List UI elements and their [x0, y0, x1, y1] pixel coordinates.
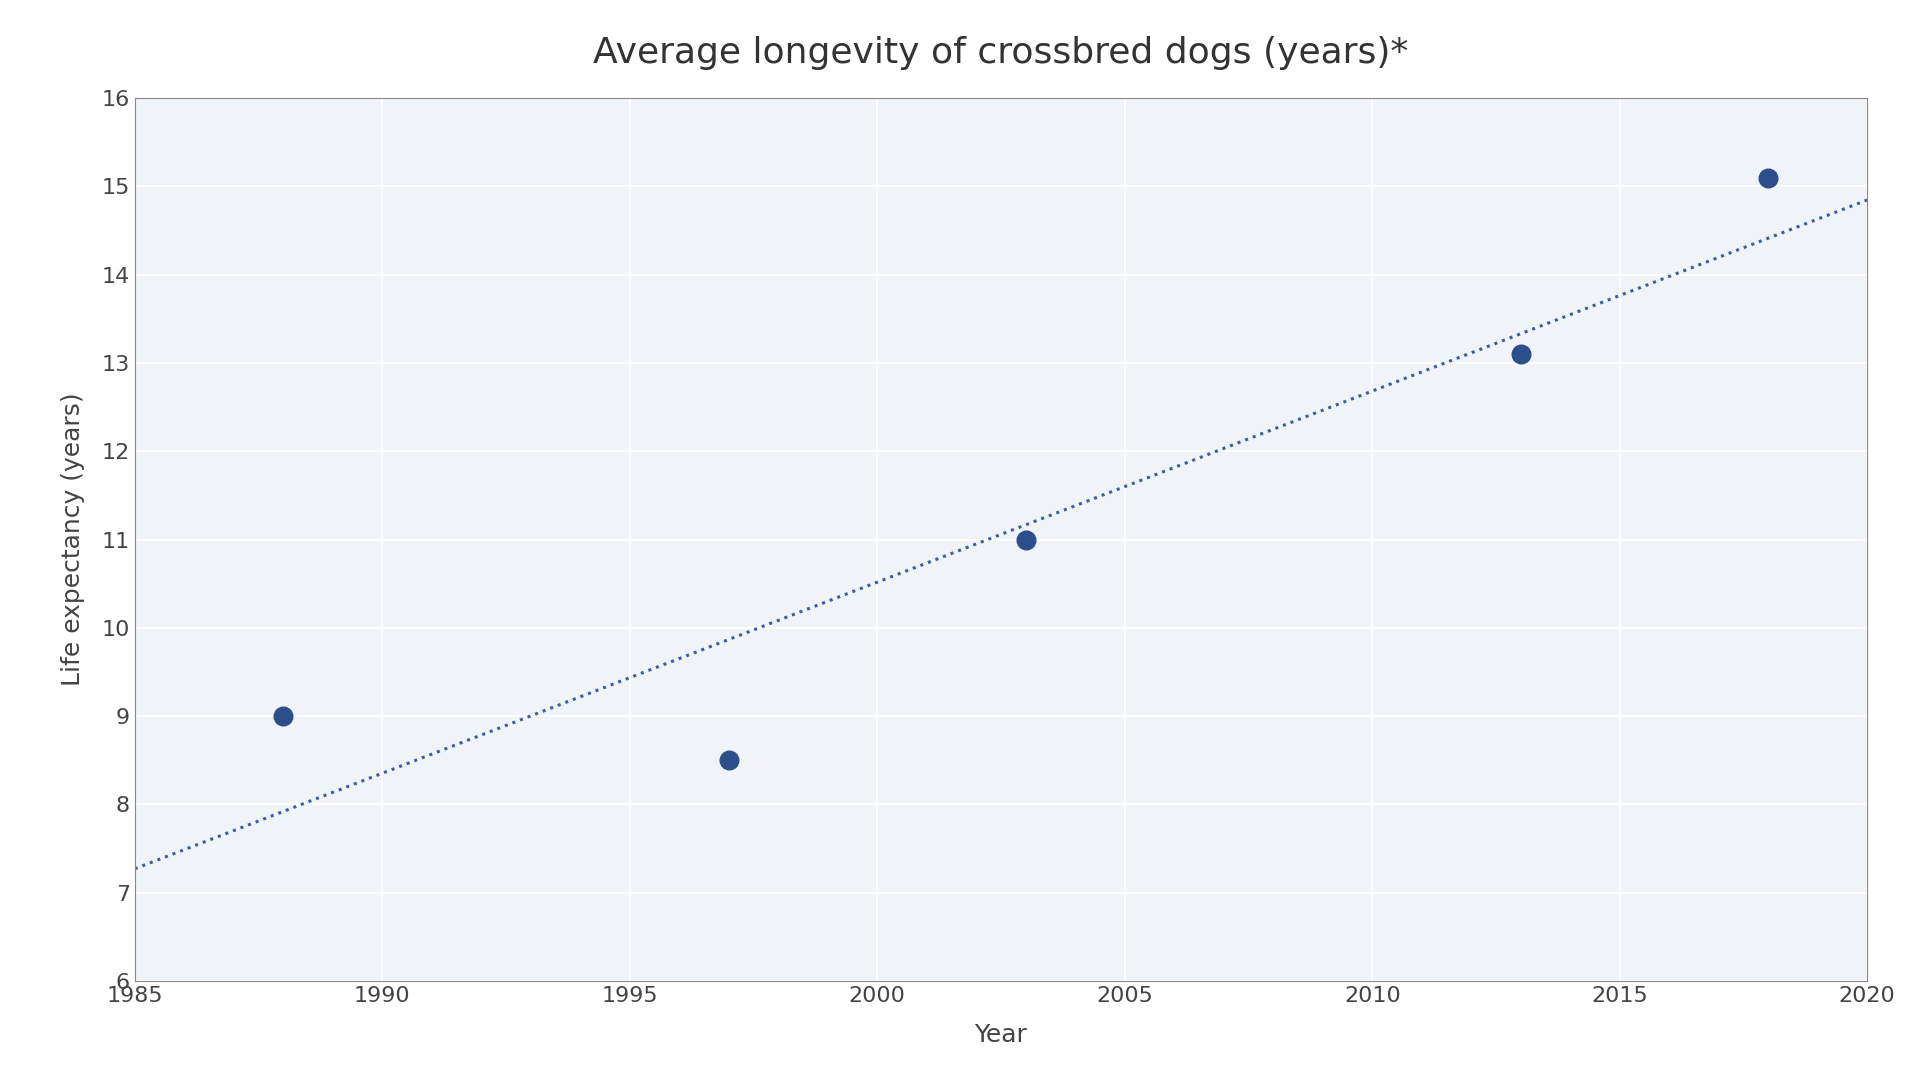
Point — [714, 752, 745, 770]
Point — [268, 707, 298, 725]
Point — [1011, 531, 1041, 548]
Title: Average longevity of crossbred dogs (years)*: Average longevity of crossbred dogs (yea… — [593, 36, 1409, 71]
Point — [1754, 169, 1784, 186]
Y-axis label: Life expectancy (years): Life expectancy (years) — [62, 392, 85, 687]
Point — [1505, 346, 1536, 363]
X-axis label: Year: Year — [974, 1022, 1028, 1046]
